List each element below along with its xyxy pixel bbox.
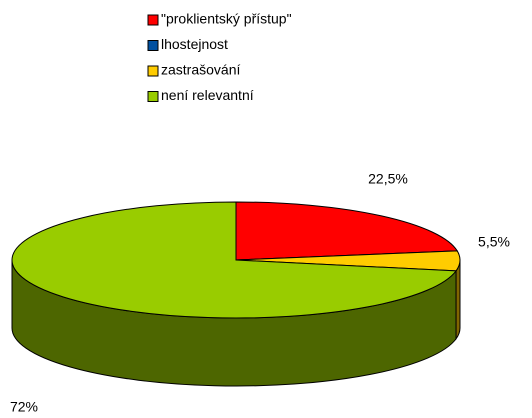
pie-slice bbox=[235, 201, 459, 261]
pie-side bbox=[455, 259, 461, 341]
value-label: 72% bbox=[10, 399, 38, 415]
legend-label: není relevantní bbox=[161, 87, 254, 103]
value-label: 22,5% bbox=[368, 171, 408, 187]
value-label: 5,5% bbox=[478, 234, 510, 250]
pie-slice bbox=[11, 201, 457, 319]
legend-swatch bbox=[147, 91, 159, 102]
legend-swatch bbox=[147, 65, 159, 77]
legend-label: "proklientský přístup" bbox=[161, 11, 292, 27]
legend-label: zastrašování bbox=[161, 62, 240, 78]
legend-swatch bbox=[147, 14, 159, 26]
legend-swatch bbox=[147, 40, 159, 51]
legend-label: lhostejnost bbox=[161, 36, 228, 52]
